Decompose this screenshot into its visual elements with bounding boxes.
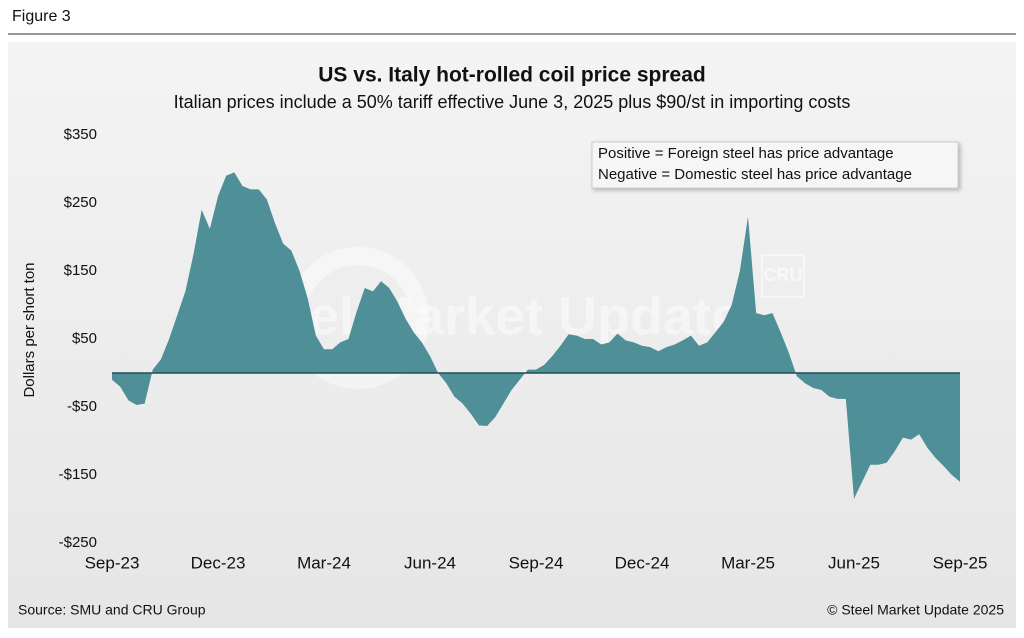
annotation: Negative = Domestic steel has price adva… (598, 166, 912, 183)
x-tick-label: Sep-24 (509, 553, 564, 572)
x-tick-label: Dec-23 (191, 553, 246, 572)
x-tick-label: Jun-25 (828, 553, 880, 572)
y-tick-label: $350 (64, 126, 97, 143)
x-tick-label: Mar-24 (297, 553, 351, 572)
figure-label: Figure 3 (12, 8, 71, 25)
y-tick-label: -$250 (59, 534, 97, 551)
y-tick-label: -$150 (59, 466, 97, 483)
x-tick-label: Sep-25 (933, 553, 988, 572)
source: Source: SMU and CRU Group (18, 602, 206, 618)
x-tick-label: Sep-23 (85, 553, 140, 572)
x-tick-label: Dec-24 (615, 553, 670, 572)
annotation-box (591, 141, 959, 189)
chart-subtitle: Italian prices include a 50% tariff effe… (174, 92, 851, 112)
x-tick-label: Jun-24 (404, 553, 456, 572)
y-tick-label: -$50 (67, 398, 97, 415)
watermark-logo-box (761, 254, 805, 298)
x-tick-label: Mar-25 (721, 553, 775, 572)
annotation: Positive = Foreign steel has price advan… (598, 145, 894, 162)
y-tick-label: $50 (72, 330, 97, 347)
area (112, 172, 960, 499)
y-tick-label: $250 (64, 194, 97, 211)
watermark-logo: CRU (764, 265, 803, 285)
y-tick-label: $150 (64, 262, 97, 279)
chart-title: US vs. Italy hot-rolled coil price sprea… (318, 64, 705, 87)
copyright: © Steel Market Update 2025 (827, 602, 1004, 618)
y-axis-label: Dollars per short ton (21, 262, 38, 397)
